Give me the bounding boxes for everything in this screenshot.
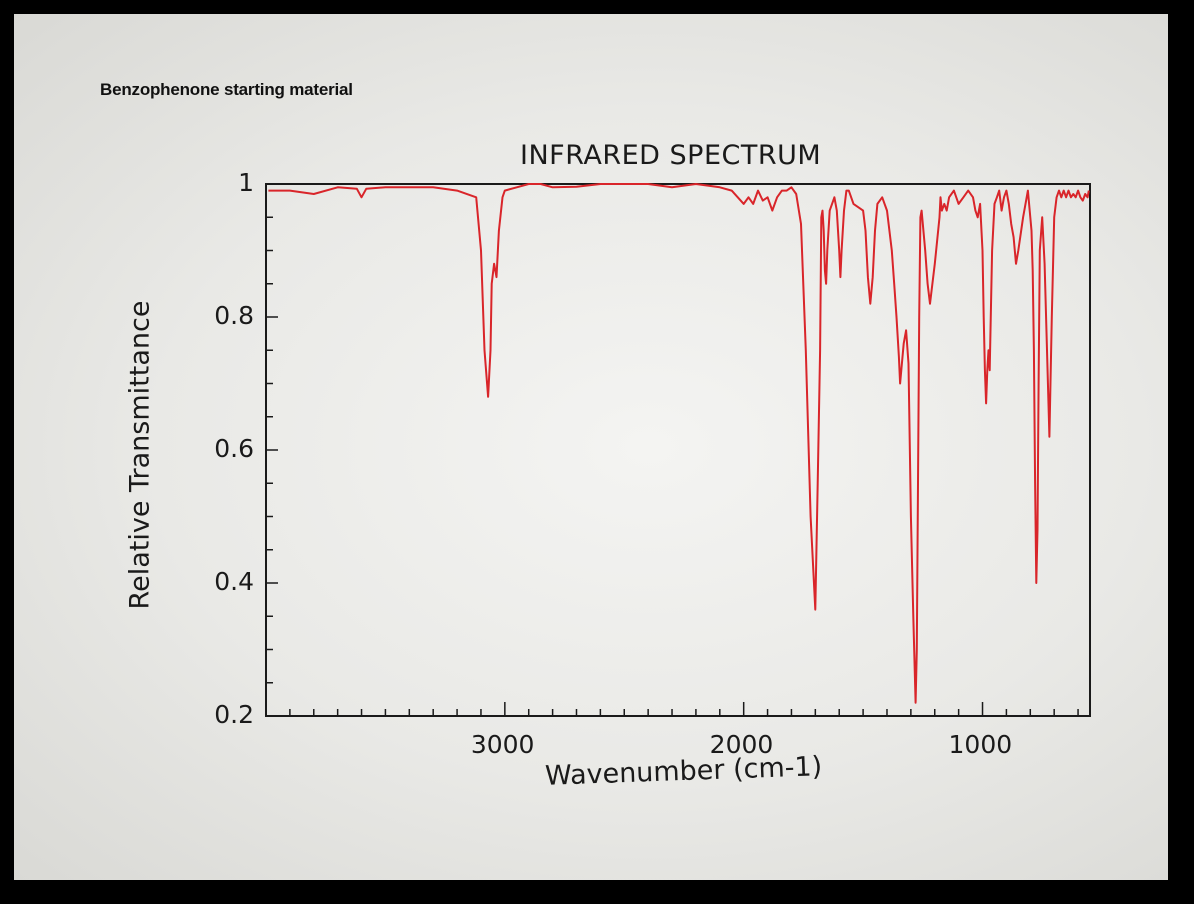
- y-tick-label: 0.6: [214, 434, 254, 463]
- plot-area: [268, 183, 1090, 704]
- plot-frame: [265, 183, 1091, 717]
- photo-background: [14, 14, 1168, 880]
- x-tick-label: 2000: [709, 730, 774, 759]
- y-tick-label: 1: [238, 168, 254, 197]
- x-tick-label: 1000: [948, 730, 1013, 759]
- y-tick-label: 0.2: [214, 700, 254, 729]
- y-tick-label: 0.8: [214, 301, 254, 330]
- axes: [265, 183, 1091, 717]
- y-tick-label: 0.4: [214, 567, 254, 596]
- x-tick-label: 3000: [470, 730, 535, 759]
- spectrum-series-line: [268, 183, 1090, 704]
- chart-title: INFRARED SPECTRUM: [520, 140, 822, 171]
- document-heading: Benzophenone starting material: [100, 80, 353, 99]
